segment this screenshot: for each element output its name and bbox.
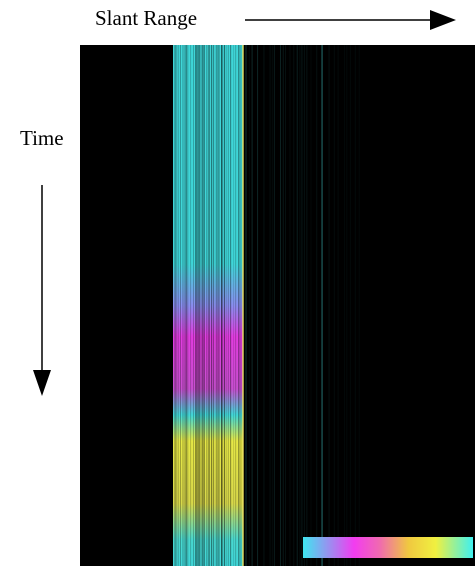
colorbar xyxy=(303,537,473,558)
y-axis-label: Time xyxy=(20,126,64,150)
x-axis-label: Slant Range xyxy=(95,6,197,30)
range-arrowhead xyxy=(430,10,456,30)
radar-image xyxy=(80,45,475,566)
figure: Slant Range Time xyxy=(0,0,475,566)
time-arrowhead xyxy=(33,370,51,396)
